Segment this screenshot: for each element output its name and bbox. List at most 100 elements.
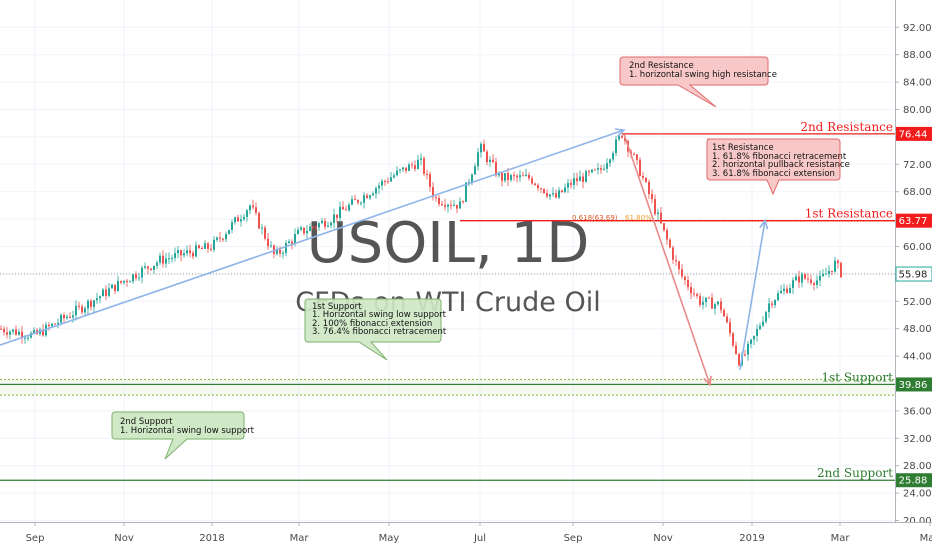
candle-body (123, 280, 125, 283)
candle-body (750, 339, 752, 344)
candle-body (486, 151, 488, 163)
candle-body (126, 280, 128, 282)
candle-body (441, 204, 443, 206)
candle-body (738, 353, 740, 366)
candle-body (798, 276, 800, 283)
candle-body (354, 199, 356, 201)
x-tick-label: May (379, 533, 400, 544)
candle-body (477, 152, 479, 167)
candle-body (216, 237, 218, 240)
candle-body (87, 300, 89, 309)
candle-body (0, 328, 2, 330)
price-axis[interactable]: 20.0024.0028.0032.0036.0040.0044.0048.00… (895, 0, 932, 527)
candle-body (306, 230, 308, 234)
candle-body (759, 325, 761, 330)
candle-body (510, 175, 512, 181)
y-tick-label: 72.00 (903, 160, 932, 171)
candle-body (564, 187, 566, 193)
candle-body (360, 202, 362, 204)
candle-body (687, 280, 689, 288)
candle-body (24, 337, 26, 339)
candle-body (531, 178, 533, 184)
candle-body (363, 195, 365, 203)
y-tick-label: 80.00 (903, 105, 932, 116)
x-tick-label: Sep (564, 533, 583, 544)
candle-body (420, 158, 422, 160)
candle-body (621, 135, 623, 138)
candle-body (54, 323, 56, 325)
x-tick-label: 2019 (739, 533, 764, 544)
candle-body (705, 297, 707, 303)
candle-body (129, 281, 131, 283)
x-tick-labels: Sep Nov 2018 Mar May Jul Sep Nov 2019 Mar May (26, 522, 932, 544)
candle-body (528, 174, 530, 179)
candle-body (252, 205, 254, 208)
candle-body (717, 301, 719, 305)
candle-body (69, 316, 71, 318)
candle-body (567, 183, 569, 188)
candle-body (756, 329, 758, 336)
candle-body (669, 239, 671, 248)
note-1st-support-line-1: 1. Horizontal swing low support (312, 310, 447, 320)
candle-body (618, 135, 620, 140)
candle-body (192, 252, 194, 257)
candle-body (90, 300, 92, 307)
candle-body (675, 259, 677, 262)
candle-body (81, 306, 83, 313)
candle-body (435, 197, 437, 199)
badge-0-bg (896, 126, 932, 141)
candle-body (651, 194, 653, 200)
candle-body (336, 214, 338, 218)
x-tick-label: Jul (473, 533, 486, 544)
candle-body (783, 288, 785, 291)
candle-body (288, 241, 290, 244)
candle-body (396, 170, 398, 176)
candle-body (345, 209, 347, 211)
candle-body (792, 280, 794, 288)
candle-body (72, 315, 74, 318)
candle-body (795, 276, 797, 281)
candle-body (366, 195, 368, 199)
note-2nd-support-line-1: 1. Horizontal swing low support (120, 426, 255, 436)
candle-body (594, 169, 596, 171)
candle-body (246, 210, 248, 218)
candle-body (831, 270, 833, 272)
y-tick-label: 36.00 (903, 406, 932, 417)
y-tick-label: 84.00 (903, 78, 932, 89)
candle-body (255, 207, 257, 213)
current-price-badge-bg (895, 266, 932, 282)
candle-body (159, 255, 161, 263)
candle-body (66, 316, 68, 319)
candle-body (177, 250, 179, 254)
candle-body (762, 321, 764, 326)
candle-body (606, 163, 608, 169)
current-price-badge-label: 55.98 (899, 270, 928, 281)
candle-body (822, 273, 824, 276)
candle-body (444, 204, 446, 207)
price-axis-background (895, 0, 932, 522)
candle-body (270, 245, 272, 247)
candle-body (3, 329, 5, 333)
candle-body (285, 243, 287, 253)
note-1st-resistance[interactable]: 1st Resistance 1. 61.8% fibonacci retrac… (706, 138, 850, 196)
watermark: USOIL, 1D CFDs on WTI Crude Oil (295, 211, 600, 318)
trendlines[interactable] (0, 128, 769, 387)
candle-body (648, 181, 650, 195)
note-2nd-resistance[interactable]: 2nd Resistance 1. horizontal swing high … (619, 56, 777, 108)
note-1st-support[interactable]: 1st Support 1. Horizontal swing low supp… (304, 298, 447, 361)
candle-body (111, 284, 113, 289)
trendline (623, 133, 711, 386)
time-axis[interactable]: Sep Nov 2018 Mar May Jul Sep Nov 2019 Mar May (0, 522, 932, 550)
candle-body (654, 199, 656, 215)
candle-body (678, 261, 680, 270)
candle-body (768, 303, 770, 313)
candle-body (504, 173, 506, 181)
candle-body (78, 305, 80, 307)
trendline-arrowhead (614, 128, 626, 137)
note-2nd-support[interactable]: 2nd Support 1. Horizontal swing low supp… (111, 411, 255, 460)
note-1st-support-box (304, 298, 442, 361)
candle-body (753, 335, 755, 340)
candle-body (432, 186, 434, 198)
